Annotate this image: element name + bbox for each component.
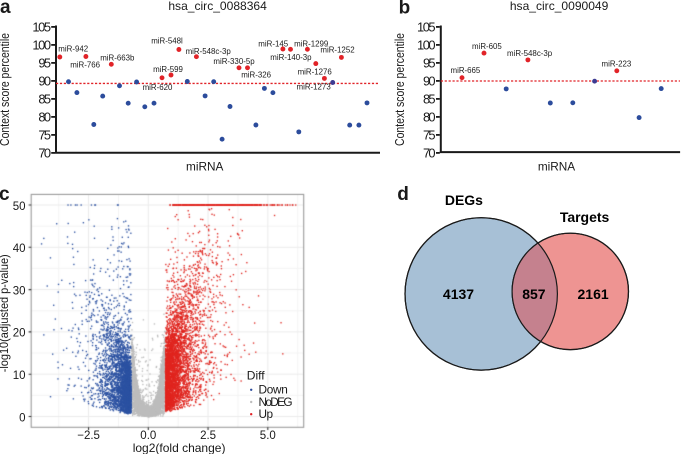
svg-text:miR-548c-3p: miR-548c-3p [507, 49, 553, 58]
svg-text:2.5: 2.5 [200, 430, 216, 442]
svg-text:75: 75 [38, 128, 51, 143]
svg-text:4137: 4137 [443, 286, 474, 302]
svg-text:miR-663b: miR-663b [100, 53, 135, 62]
svg-text:c: c [0, 184, 10, 205]
svg-text:d: d [397, 184, 409, 205]
svg-text:30: 30 [13, 285, 26, 297]
svg-text:miR-942: miR-942 [58, 45, 88, 54]
svg-text:miR-326: miR-326 [241, 71, 271, 80]
svg-text:50: 50 [13, 201, 26, 213]
svg-text:miR-605: miR-605 [472, 42, 502, 51]
svg-text:85: 85 [423, 92, 436, 107]
svg-text:−2.5: −2.5 [77, 430, 100, 442]
svg-text:miRNA: miRNA [186, 160, 223, 174]
svg-text:hsa_circ_0088364: hsa_circ_0088364 [168, 0, 267, 13]
svg-text:85: 85 [38, 92, 51, 107]
svg-text:80: 80 [423, 110, 436, 125]
svg-text:Context score percentile: Context score percentile [392, 33, 407, 146]
svg-text:miR-548l: miR-548l [151, 36, 183, 45]
svg-text:105: 105 [32, 20, 51, 35]
svg-text:2161: 2161 [578, 286, 609, 302]
svg-text:Down: Down [259, 383, 288, 397]
svg-text:miR-599: miR-599 [153, 65, 183, 74]
svg-text:90: 90 [423, 74, 436, 89]
svg-text:miR-1276: miR-1276 [298, 68, 333, 77]
svg-text:100: 100 [32, 38, 51, 53]
svg-text:-log10(adjusted p-value): -log10(adjusted p-value) [0, 254, 11, 372]
svg-text:Diff: Diff [247, 368, 265, 382]
svg-text:hsa_circ_0090049: hsa_circ_0090049 [510, 0, 609, 13]
svg-text:0.0: 0.0 [140, 430, 156, 442]
svg-text:0: 0 [19, 412, 25, 424]
svg-text:a: a [0, 0, 11, 18]
svg-text:5.0: 5.0 [260, 430, 276, 442]
svg-text:miR-1273: miR-1273 [297, 83, 332, 92]
svg-text:100: 100 [417, 38, 436, 53]
svg-text:857: 857 [522, 286, 546, 302]
svg-text:95: 95 [423, 56, 436, 71]
svg-text:80: 80 [38, 110, 51, 125]
svg-text:miR-665: miR-665 [451, 66, 481, 75]
svg-text:10: 10 [13, 370, 26, 382]
svg-text:miR-620: miR-620 [143, 83, 173, 92]
svg-text:miR-766: miR-766 [70, 60, 100, 69]
svg-text:Context score percentile: Context score percentile [0, 33, 12, 146]
svg-text:70: 70 [423, 146, 436, 161]
svg-text:miR-330-5p: miR-330-5p [213, 57, 255, 66]
svg-text:75: 75 [423, 128, 436, 143]
svg-text:DEGs: DEGs [445, 192, 483, 208]
svg-text:miR-223: miR-223 [602, 59, 632, 68]
svg-text:log2(fold change): log2(fold change) [133, 441, 226, 454]
svg-text:90: 90 [38, 74, 51, 89]
svg-text:miRNA: miRNA [538, 160, 575, 174]
svg-text:20: 20 [13, 328, 26, 340]
svg-text:Up: Up [259, 407, 274, 421]
svg-text:105: 105 [417, 20, 436, 35]
svg-text:miR-1252: miR-1252 [320, 46, 354, 55]
svg-text:miR-140-3p: miR-140-3p [270, 53, 312, 62]
svg-text:Targets: Targets [560, 209, 610, 225]
svg-text:miR-145: miR-145 [258, 39, 288, 48]
svg-text:95: 95 [38, 56, 51, 71]
svg-text:miR-1299: miR-1299 [294, 39, 329, 48]
svg-text:40: 40 [13, 243, 26, 255]
svg-text:b: b [399, 0, 411, 19]
svg-text:NoDEG: NoDEG [259, 395, 293, 409]
svg-text:miR-548c-3p: miR-548c-3p [186, 47, 232, 56]
svg-text:70: 70 [38, 146, 51, 161]
